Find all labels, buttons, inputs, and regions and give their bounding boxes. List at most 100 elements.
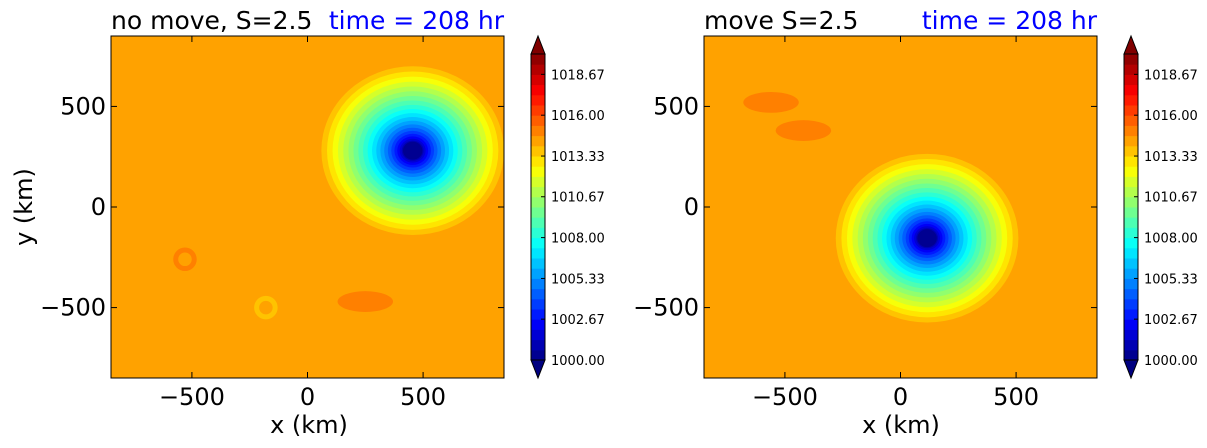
- colorbar-level: [1124, 135, 1138, 147]
- x-tick-label: 500: [993, 383, 1039, 411]
- colorbar-level: [531, 309, 545, 320]
- x-tick-label: −500: [159, 383, 225, 411]
- colorbar-tick-label: 1016.00: [1144, 109, 1198, 124]
- y-tick-label: 500: [653, 92, 699, 120]
- colorbar-tick-label: 1005.33: [1144, 272, 1198, 287]
- colorbar-level: [1124, 237, 1138, 249]
- colorbar-level: [1124, 319, 1138, 330]
- y-axis-label: y (km): [10, 168, 38, 246]
- colorbar-level: [531, 125, 545, 137]
- colorbar-level: [1124, 309, 1138, 320]
- colorbar-level: [1124, 166, 1138, 177]
- plot-area: −500 0 500 500 0 −500: [40, 35, 505, 411]
- x-tick-label: 0: [300, 383, 315, 411]
- colorbar-level: [1124, 329, 1138, 341]
- colorbar-level: [531, 156, 545, 167]
- colorbar-tick-label: 1010.67: [1144, 191, 1198, 206]
- colorbar-level: [531, 227, 545, 239]
- colorbar-level: [531, 186, 545, 198]
- colorbar-level: [1124, 74, 1138, 86]
- colorbar-level: [1124, 339, 1138, 351]
- colorbar-level: [1124, 176, 1138, 188]
- colorbar-level: [1124, 247, 1138, 259]
- colorbar-level: [531, 247, 545, 259]
- colorbar-tick-label: 1010.67: [551, 191, 605, 206]
- colorbar-extend-min: [530, 359, 546, 380]
- colorbar-level: [531, 166, 545, 177]
- colorbar-level: [531, 84, 545, 96]
- colorbar-tick-label: 1016.00: [551, 109, 605, 124]
- colorbar-level: [1124, 217, 1138, 228]
- x-tick-label: −500: [752, 383, 818, 411]
- colorbar-level: [531, 94, 545, 106]
- contour-field: [111, 36, 504, 378]
- colorbar-level: [1124, 125, 1138, 137]
- contour-field: [704, 36, 1097, 378]
- colorbar-level: [531, 115, 545, 126]
- time-label: time = 208 hr: [329, 6, 505, 35]
- colorbar-level: [531, 207, 545, 218]
- y-tick-label: −500: [40, 294, 106, 322]
- panel-move: move S=2.5 time = 208 hr −500 0 5005000−50…: [633, 6, 1098, 439]
- colorbar-level: [531, 319, 545, 330]
- pressure-contour: [402, 141, 423, 160]
- plot-area: −500 0 500 500 0 −500: [633, 35, 1098, 411]
- colorbar-tick-label: 1002.67: [1144, 313, 1198, 328]
- colorbar-level: [1124, 268, 1138, 279]
- colorbar: 1018.67 1016.00 1013.33 1010.67 1008.00 1005.…: [1123, 34, 1198, 380]
- colorbar-level: [1124, 278, 1138, 290]
- colorbar-tick-label: 1000.00: [1144, 354, 1198, 369]
- colorbar-level: [531, 237, 545, 249]
- panel-title: move S=2.5: [704, 6, 858, 35]
- colorbar-level: [531, 217, 545, 228]
- colorbar-level: [531, 258, 545, 269]
- colorbar-level: [531, 268, 545, 279]
- colorbar-extend-min: [1123, 359, 1139, 380]
- pressure-ring: [173, 247, 197, 272]
- panel-title: no move, S=2.5: [111, 6, 312, 35]
- colorbar-level: [531, 135, 545, 147]
- colorbar-frame: [1123, 53, 1139, 361]
- colorbar-level: [1124, 349, 1138, 361]
- colorbar-extend-max: [530, 34, 546, 55]
- colorbar-level: [531, 339, 545, 351]
- y-tick-label: 0: [91, 193, 106, 221]
- x-tick-label: 500: [400, 383, 446, 411]
- colorbar-level: [1124, 105, 1138, 116]
- colorbar-level: [1124, 145, 1138, 157]
- time-label: time = 208 hr: [922, 6, 1098, 35]
- colorbar-tick-label: 1005.33: [551, 272, 605, 287]
- colorbar-level: [1124, 54, 1138, 65]
- colorbar-level: [531, 74, 545, 86]
- y-tick-label: −500: [633, 294, 699, 322]
- colorbar-level: [531, 145, 545, 157]
- colorbar-tick-label: 1013.33: [1144, 150, 1198, 165]
- colorbar-tick-label: 1008.00: [551, 232, 605, 247]
- pressure-ring: [254, 295, 278, 320]
- y-tick-label: 0: [684, 193, 699, 221]
- colorbar-level: [1124, 288, 1138, 300]
- colorbar-level: [531, 329, 545, 341]
- colorbar-level: [531, 349, 545, 361]
- colorbar-level: [531, 278, 545, 290]
- colorbar-level: [531, 288, 545, 300]
- x-tick-label: 0: [893, 383, 908, 411]
- colorbar-level: [1124, 115, 1138, 126]
- colorbar-level: [1124, 64, 1138, 75]
- colorbar-level: [1124, 84, 1138, 96]
- colorbar-level: [531, 298, 545, 310]
- panel-no-move: no move, S=2.5 time = 208 hr −500 0 500 500…: [10, 6, 505, 439]
- colorbar-tick-label: 1008.00: [1144, 232, 1198, 247]
- colorbar-level: [1124, 94, 1138, 106]
- colorbar-level: [1124, 207, 1138, 218]
- colorbar-level: [1124, 186, 1138, 198]
- colorbar-extend-max: [1123, 34, 1139, 55]
- colorbar-level: [531, 64, 545, 75]
- x-axis-label: x (km): [862, 411, 940, 439]
- y-tick-label: 500: [60, 92, 106, 120]
- colorbar-level: [531, 196, 545, 208]
- colorbar-tick-label: 1018.67: [551, 68, 605, 83]
- x-axis-label: x (km): [270, 411, 348, 439]
- colorbar-level: [1124, 156, 1138, 167]
- pressure-patch: [775, 120, 832, 141]
